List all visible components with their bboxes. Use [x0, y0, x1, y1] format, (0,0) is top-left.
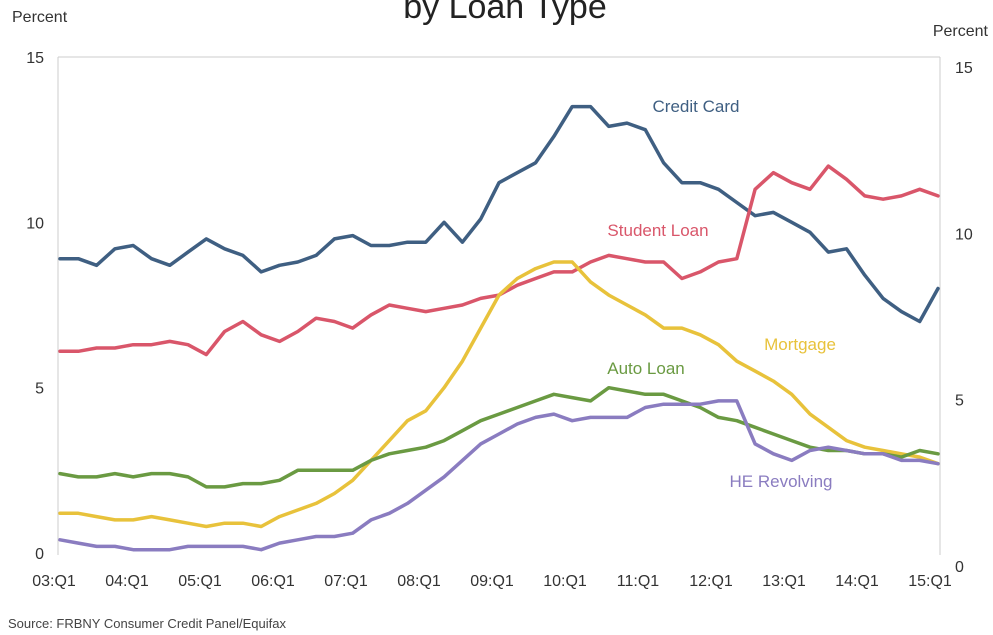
- x-tick-label: 05:Q1: [178, 573, 222, 590]
- right-y-tick-label: 5: [955, 393, 964, 410]
- chart-title: by Loan Type: [403, 0, 607, 26]
- x-tick-label: 12:Q1: [689, 573, 733, 590]
- source-note: Source: FRBNY Consumer Credit Panel/Equi…: [8, 616, 286, 631]
- left-y-tick-label: 10: [26, 215, 44, 232]
- mortgage-line: [58, 260, 940, 529]
- x-tick-label: 08:Q1: [397, 573, 441, 590]
- right-y-tick-label: 0: [955, 559, 964, 576]
- auto-loan-label: Auto Loan: [607, 359, 685, 378]
- student-loan-label: Student Loan: [607, 221, 708, 240]
- auto-loan-line: [58, 385, 940, 489]
- mortgage-label: Mortgage: [764, 335, 836, 354]
- left-y-tick-label: 5: [35, 381, 44, 398]
- x-tick-label: 14:Q1: [835, 573, 879, 590]
- credit-card-label: Credit Card: [653, 97, 740, 116]
- left-axis-unit: Percent: [12, 9, 68, 26]
- x-tick-label: 03:Q1: [32, 573, 76, 590]
- x-tick-label: 06:Q1: [251, 573, 295, 590]
- x-tick-label: 09:Q1: [470, 573, 514, 590]
- left-y-tick-label: 0: [35, 546, 44, 563]
- x-tick-label: 10:Q1: [543, 573, 587, 590]
- right-y-tick-label: 10: [955, 226, 973, 243]
- right-y-tick-label: 15: [955, 60, 973, 77]
- series-lines: [58, 104, 940, 552]
- x-tick-label: 13:Q1: [762, 573, 806, 590]
- x-axis-ticks: 03:Q1 04:Q1 05:Q1 06:Q1 07:Q1 08:Q1 09:Q1 10:Q1…: [32, 573, 952, 590]
- left-axis-ticks: 0 5 10 15: [26, 50, 44, 563]
- x-tick-label: 07:Q1: [324, 573, 368, 590]
- he-revolving-label: HE Revolving: [730, 472, 833, 491]
- x-tick-label: 15:Q1: [908, 573, 952, 590]
- he-revolving-line: [58, 399, 940, 552]
- right-axis-ticks: 0 5 10 15: [955, 60, 973, 576]
- credit-card-line: [58, 104, 940, 324]
- x-tick-label: 11:Q1: [617, 573, 660, 590]
- left-y-tick-label: 15: [26, 50, 44, 67]
- student-loan-line: [58, 164, 940, 357]
- series-labels: Credit Card Student Loan Mortgage Auto Loan…: [607, 97, 836, 491]
- x-tick-label: 04:Q1: [105, 573, 149, 590]
- right-axis-unit: Percent: [933, 23, 989, 40]
